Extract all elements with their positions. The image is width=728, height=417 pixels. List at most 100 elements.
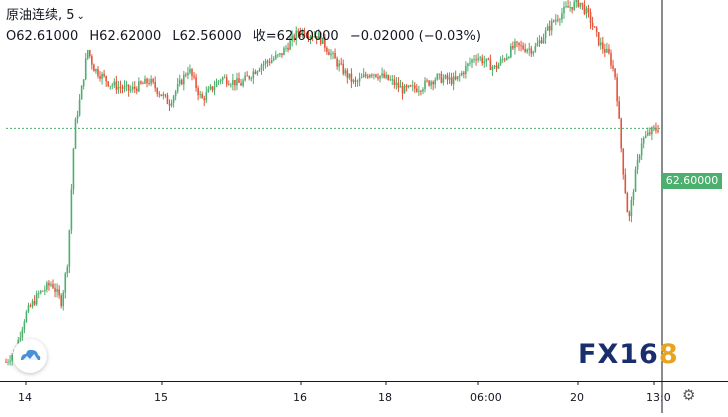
candle-body [336,58,338,67]
candle-body [19,337,22,341]
candle-body [52,284,54,289]
candle-body [540,40,543,44]
candle-body [66,266,69,274]
candle-body [377,76,379,79]
candle-body [487,58,490,60]
candle-body [205,92,208,101]
candle-body [217,81,220,82]
candle-body [426,80,428,82]
candle-body [561,13,563,20]
candle-body [72,148,75,190]
candle-body [602,42,604,49]
candle-body [575,0,578,3]
candle-body [522,45,524,50]
close-value: 收=62.60000 [252,29,339,44]
candle-body [391,79,394,81]
time-tick-label: 06:00 [470,391,502,404]
candle-body [653,127,655,129]
candle-body [364,74,367,76]
candle-body [530,48,533,54]
candle-body [422,89,424,92]
candle-body [31,301,34,307]
candle-body [373,74,375,76]
time-tick-label: 18 [378,391,392,404]
candle-body [655,127,657,131]
candle-body [612,65,614,69]
candle-body [293,35,295,40]
candle-body [82,79,85,87]
candle-body [185,74,187,76]
candle-body [524,49,526,52]
candle-body [266,60,269,62]
candle-body [360,77,363,79]
candle-body [495,65,498,69]
candle-body [262,63,265,66]
candle-body [628,212,631,217]
candle-body [350,73,353,82]
candle-body [142,83,144,85]
candle-body [585,8,588,14]
candle-body [420,90,422,92]
candle-body [424,80,426,90]
candle-body [113,81,116,86]
candle-body [176,83,179,92]
candle-body [281,53,283,56]
candle-body [438,73,441,75]
candle-body [356,81,359,83]
candle-body [354,80,357,82]
candle-body [548,26,551,31]
chevron-down-icon[interactable]: ⌄ [76,11,85,22]
candle-body [7,361,9,363]
candle-body [144,78,146,84]
candle-body [503,59,506,61]
candle-body [546,26,549,31]
candle-body [352,80,355,82]
candle-body [180,79,183,85]
candle-body [162,94,165,97]
candle-body [172,96,175,103]
candle-body [285,47,287,49]
candle-body [160,94,163,97]
candle-body [418,90,420,92]
candle-body [39,290,42,294]
candle-body [268,61,271,63]
candle-body [469,62,471,64]
candle-body [121,87,124,89]
candle-body [64,273,67,293]
candle-body [103,73,105,77]
candle-body [283,48,285,56]
candle-body [493,65,496,67]
candle-body [591,22,594,27]
tradingview-cloud-icon[interactable] [13,339,47,373]
candle-body [303,30,306,36]
candle-body [389,79,392,81]
candle-body [381,73,383,76]
candle-body [138,81,140,92]
candle-body [501,59,504,61]
candle-body [252,71,255,79]
candle-body [538,40,541,44]
candle-body [277,54,279,56]
symbol-title[interactable]: 原油连续, 5 ⌄ [6,4,85,23]
candle-body [189,68,191,73]
candle-body [532,51,535,54]
candle-body [62,292,65,307]
candle-body [630,200,633,217]
candle-body [99,75,101,79]
candle-body [119,86,122,88]
candle-body [37,293,40,294]
fx168-logo: FX168 [578,339,679,370]
candle-body [60,295,62,307]
gear-icon[interactable]: ⚙ [682,386,696,404]
candle-body [444,75,447,79]
candle-body [48,282,50,286]
candle-body [516,41,518,43]
candle-body [440,73,443,83]
candle-body [485,58,488,62]
candle-body [315,36,318,40]
candle-body [107,81,109,87]
candle-body [473,59,475,61]
candle-body [166,95,169,104]
